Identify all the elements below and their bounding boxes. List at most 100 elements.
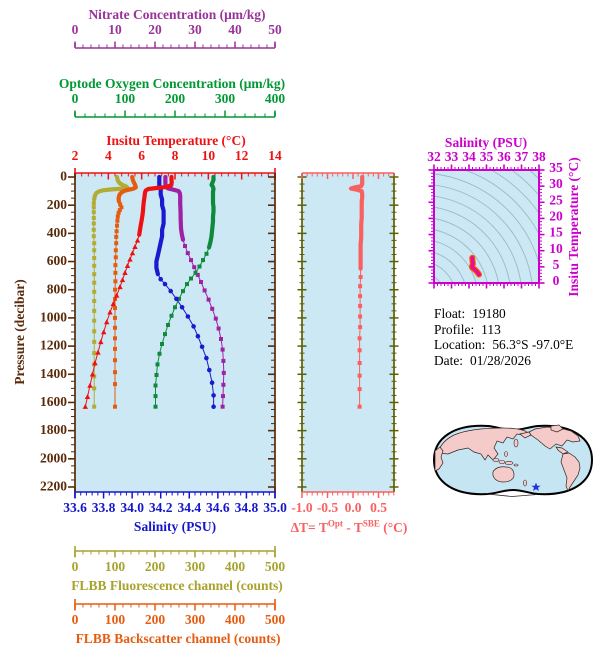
profile-id-line: Profile: 113	[434, 322, 573, 338]
ts-curve	[469, 254, 482, 278]
date-line: Date: 01/28/2026	[434, 353, 573, 369]
svg-text:300: 300	[185, 612, 206, 627]
backscatter-axis-title: FLBB Backscatter channel (counts)	[75, 631, 281, 646]
svg-text:35.0: 35.0	[263, 500, 287, 515]
delta-title-sup2: SBE	[362, 518, 380, 529]
svg-text:2000: 2000	[40, 450, 67, 465]
svg-text:200: 200	[145, 612, 166, 627]
location-line: Location: 56.3°S -97.0°E	[434, 337, 573, 353]
svg-text:400: 400	[225, 559, 246, 574]
profile-value: 113	[481, 321, 501, 337]
svg-text:1600: 1600	[40, 394, 67, 409]
svg-text:300: 300	[215, 91, 236, 106]
svg-text:8: 8	[172, 148, 179, 163]
pressure-axis-title: Pressure (decibar)	[12, 279, 27, 385]
delta-title-suffix: (°C)	[379, 519, 408, 535]
ts-salinity-axis-title: Salinity (PSU)	[444, 135, 528, 150]
delta-panel-axes: -1.0 -0.5 0.0 0.5	[291, 172, 399, 515]
delta-title-prefix: ΔT= T	[290, 519, 328, 535]
svg-text:1400: 1400	[40, 366, 67, 381]
svg-text:10: 10	[549, 241, 563, 256]
svg-text:35: 35	[549, 160, 563, 175]
svg-text:-0.5: -0.5	[317, 500, 339, 515]
svg-text:0.5: 0.5	[370, 500, 387, 515]
delta-title-mid: - T	[342, 519, 363, 535]
svg-text:200: 200	[145, 559, 166, 574]
svg-text:0: 0	[60, 169, 67, 184]
delta-t-axis-title: ΔT= TOpt - TSBE (°C)	[291, 518, 408, 536]
svg-text:34: 34	[462, 149, 476, 164]
oxygen-profile	[153, 174, 216, 409]
svg-text:34.2: 34.2	[149, 500, 173, 515]
svg-text:20: 20	[148, 22, 162, 37]
svg-text:30: 30	[188, 22, 202, 37]
svg-text:1800: 1800	[40, 422, 67, 437]
svg-text:35: 35	[480, 149, 494, 164]
svg-text:0: 0	[553, 273, 560, 288]
svg-text:33.8: 33.8	[92, 500, 116, 515]
svg-text:38: 38	[532, 149, 546, 164]
svg-text:200: 200	[165, 91, 186, 106]
svg-text:-1.0: -1.0	[291, 500, 313, 515]
svg-text:100: 100	[115, 91, 136, 106]
svg-text:500: 500	[265, 612, 286, 627]
svg-text:33.6: 33.6	[63, 500, 87, 515]
ts-temperature-axis-title: Insitu Temperature (°C)	[566, 157, 581, 297]
svg-text:10: 10	[202, 148, 216, 163]
svg-text:32: 32	[427, 149, 441, 164]
location-label: Location:	[434, 337, 486, 353]
svg-text:1200: 1200	[40, 338, 67, 353]
svg-text:0: 0	[72, 91, 79, 106]
svg-text:6: 6	[138, 148, 145, 163]
float-id-line: Float: 19180	[434, 306, 573, 322]
plot-backgrounds	[75, 170, 539, 492]
float-value: 19180	[472, 306, 506, 321]
svg-text:34.8: 34.8	[235, 500, 259, 515]
svg-text:0: 0	[72, 22, 79, 37]
svg-text:34.4: 34.4	[177, 500, 201, 515]
float-location-star	[531, 482, 541, 491]
svg-text:30: 30	[549, 176, 563, 191]
svg-text:300: 300	[185, 559, 206, 574]
svg-text:800: 800	[47, 281, 68, 296]
svg-text:37: 37	[515, 149, 529, 164]
profile-label: Profile:	[434, 321, 475, 337]
svg-text:2200: 2200	[40, 479, 67, 494]
svg-text:400: 400	[47, 225, 68, 240]
svg-text:1000: 1000	[40, 310, 67, 325]
temperature-axis-title: Insitu Temperature (°C)	[106, 133, 246, 148]
svg-text:100: 100	[105, 612, 126, 627]
svg-text:33: 33	[445, 149, 459, 164]
svg-text:10: 10	[108, 22, 122, 37]
svg-text:600: 600	[47, 253, 68, 268]
svg-text:500: 500	[265, 559, 286, 574]
svg-text:20: 20	[549, 209, 563, 224]
world-map	[432, 424, 594, 497]
svg-text:36: 36	[497, 149, 511, 164]
temperature-profile	[82, 174, 174, 409]
svg-text:200: 200	[47, 197, 68, 212]
float-label: Float:	[434, 306, 466, 321]
svg-text:400: 400	[225, 612, 246, 627]
svg-text:0.0: 0.0	[345, 500, 362, 515]
date-value: 01/28/2026	[470, 352, 532, 368]
svg-text:34.6: 34.6	[206, 500, 230, 515]
delta-title-sup1: Opt	[327, 518, 343, 529]
svg-text:50: 50	[268, 22, 282, 37]
svg-text:14: 14	[268, 148, 282, 163]
svg-text:15: 15	[549, 225, 563, 240]
salinity-axis-title: Salinity (PSU)	[133, 519, 217, 534]
location-value: 56.3°S -97.0°E	[492, 337, 574, 353]
svg-text:4: 4	[105, 148, 112, 163]
delta-t-profile	[348, 174, 365, 409]
svg-text:25: 25	[549, 192, 563, 207]
svg-text:2: 2	[72, 148, 79, 163]
svg-text:0: 0	[72, 612, 79, 627]
svg-text:0: 0	[72, 559, 79, 574]
date-label: Date:	[434, 352, 463, 368]
fluorescence-axis-title: FLBB Fluorescence channel (counts)	[71, 578, 283, 593]
